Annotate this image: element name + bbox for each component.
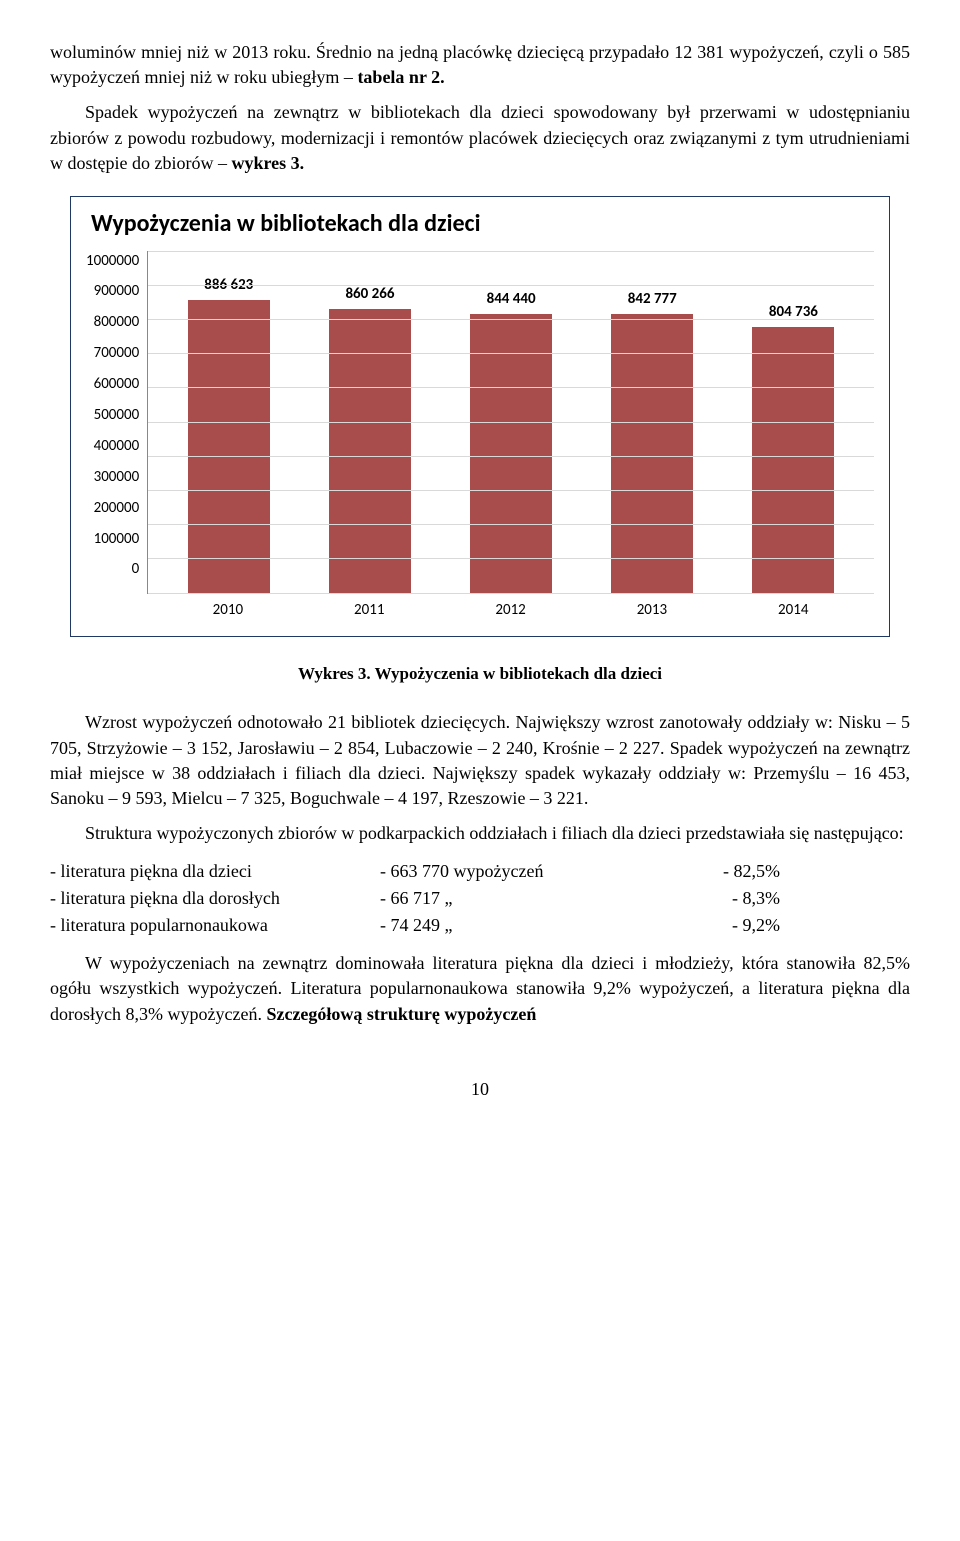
chart-y-tick: 500000: [94, 405, 140, 426]
chart-x-axis: 2010 2011 2012 2013 2014: [147, 594, 874, 621]
chart-bar: [329, 309, 411, 593]
chart-y-tick: 700000: [94, 343, 140, 364]
chart-gridline: [148, 251, 874, 252]
chart-bar-column: 886 623: [174, 275, 284, 593]
chart-bar-column: 842 777: [597, 289, 707, 592]
page-number: 10: [50, 1077, 910, 1102]
paragraph-2-bold: wykres 3.: [231, 153, 304, 173]
chart-y-tick: 800000: [94, 312, 140, 333]
chart-gridline: [148, 353, 874, 354]
chart-x-tick: 2013: [597, 600, 707, 621]
chart-y-tick: 1000000: [86, 251, 139, 272]
chart-bar-column: 860 266: [315, 284, 425, 593]
chart-plot-wrap: 886 623 860 266 844 440 842 777 804 736 2010…: [147, 251, 874, 621]
structure-row: - literatura popularnonaukowa- 74 249 „-…: [50, 912, 910, 939]
structure-cell: - 663 770 wypożyczeń: [380, 858, 660, 885]
structure-cell: - literatura piękna dla dorosłych: [50, 885, 380, 912]
chart-x-tick: 2011: [314, 600, 424, 621]
chart-x-tick: 2014: [738, 600, 848, 621]
chart-bar-value-label: 860 266: [345, 284, 394, 305]
chart-gridline: [148, 490, 874, 491]
structure-cell: - literatura popularnonaukowa: [50, 912, 380, 939]
chart-y-tick: 900000: [94, 281, 140, 302]
chart-bar: [470, 314, 552, 593]
paragraph-5: W wypożyczeniach na zewnątrz dominowała …: [50, 951, 910, 1027]
chart-gridline: [148, 387, 874, 388]
chart-y-tick: 400000: [94, 436, 140, 457]
structure-cell: - literatura piękna dla dzieci: [50, 858, 380, 885]
structure-cell: - 8,3%: [660, 885, 780, 912]
chart-caption: Wykres 3. Wypożyczenia w bibliotekach dl…: [50, 662, 910, 686]
structure-cell: - 66 717 „: [380, 885, 660, 912]
structure-list: - literatura piękna dla dzieci- 663 770 …: [50, 858, 910, 939]
paragraph-3: Wzrost wypożyczeń odnotowało 21 bibliote…: [50, 710, 910, 811]
paragraph-1-text: woluminów mniej niż w 2013 roku. Średnio…: [50, 42, 910, 87]
paragraph-1: woluminów mniej niż w 2013 roku. Średnio…: [50, 40, 910, 90]
chart-y-tick: 300000: [94, 467, 140, 488]
chart-y-tick: 100000: [94, 529, 140, 550]
chart-x-tick: 2010: [173, 600, 283, 621]
chart-gridline: [148, 319, 874, 320]
chart-bar-value-label: 842 777: [628, 289, 677, 310]
chart-bar-value-label: 844 440: [487, 289, 536, 310]
chart-bar-column: 804 736: [738, 302, 848, 593]
chart-gridline: [148, 524, 874, 525]
chart-x-tick: 2012: [456, 600, 566, 621]
paragraph-4: Struktura wypożyczonych zbiorów w podkar…: [50, 821, 910, 846]
chart-bar: [188, 300, 270, 593]
paragraph-1-bold: tabela nr 2.: [357, 67, 444, 87]
chart-gridline: [148, 593, 874, 594]
structure-row: - literatura piękna dla dzieci- 663 770 …: [50, 858, 910, 885]
chart-area: 1000000900000800000700000600000500000400…: [86, 251, 874, 621]
chart-title: Wypożyczenia w bibliotekach dla dzieci: [91, 207, 874, 241]
structure-row: - literatura piękna dla dorosłych- 66 71…: [50, 885, 910, 912]
chart-y-tick: 200000: [94, 498, 140, 519]
chart-y-tick: 0: [132, 559, 140, 580]
paragraph-2-text: Spadek wypożyczeń na zewnątrz w bibliote…: [50, 102, 910, 172]
chart-gridline: [148, 422, 874, 423]
chart-plot: 886 623 860 266 844 440 842 777 804 736: [147, 251, 874, 594]
paragraph-2: Spadek wypożyczeń na zewnątrz w bibliote…: [50, 100, 910, 176]
structure-cell: - 74 249 „: [380, 912, 660, 939]
paragraph-5-bold: Szczegółową strukturę wypożyczeń: [266, 1004, 536, 1024]
chart-gridline: [148, 456, 874, 457]
chart-gridline: [148, 285, 874, 286]
chart-container: Wypożyczenia w bibliotekach dla dzieci 1…: [70, 196, 890, 637]
chart-gridline: [148, 558, 874, 559]
chart-bar-column: 844 440: [456, 289, 566, 593]
chart-bar: [611, 314, 693, 592]
chart-y-axis: 1000000900000800000700000600000500000400…: [86, 251, 147, 581]
structure-cell: - 82,5%: [660, 858, 780, 885]
structure-cell: - 9,2%: [660, 912, 780, 939]
chart-bar: [752, 327, 834, 593]
chart-y-tick: 600000: [94, 374, 140, 395]
